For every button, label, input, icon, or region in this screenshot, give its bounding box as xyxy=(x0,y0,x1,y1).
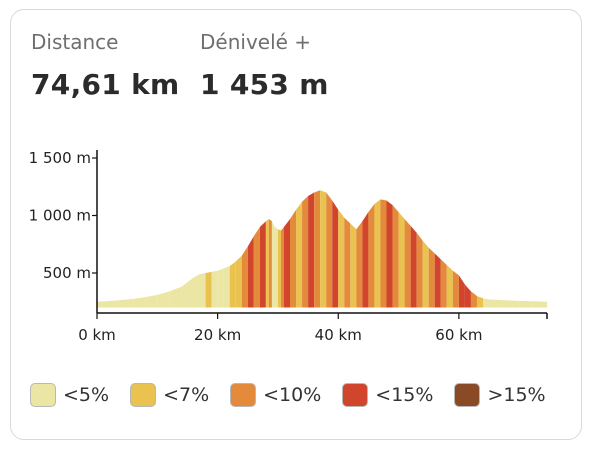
profile-segment xyxy=(410,225,417,308)
profile-segment xyxy=(97,300,116,308)
profile-segment xyxy=(483,298,490,308)
distance-stat: Distance 74,61 km xyxy=(31,30,180,101)
profile-segment xyxy=(428,247,435,308)
legend-item: <15% xyxy=(342,383,433,407)
profile-segment xyxy=(265,218,269,308)
profile-segment xyxy=(133,297,146,308)
legend-label: <15% xyxy=(375,384,434,406)
profile-segment xyxy=(211,270,218,308)
legend-label: <7% xyxy=(163,384,210,406)
legend-swatch xyxy=(30,383,56,407)
profile-segment xyxy=(157,291,170,308)
profile-segment xyxy=(280,227,284,308)
profile-segment xyxy=(338,209,345,308)
x-tick-label: 40 km xyxy=(315,326,362,344)
profile-segment xyxy=(217,268,224,308)
slope-legend: <5% <7% <10% <15% >15% xyxy=(30,383,567,407)
chart-axes: 500 m 1 000 m 1 500 m 0 km 20 km 40 km 60 km xyxy=(29,149,548,344)
profile-segment xyxy=(434,253,441,308)
profile-segment xyxy=(199,273,206,308)
profile-segment xyxy=(314,190,321,308)
elevation-gain-stat: Dénivelé + 1 453 m xyxy=(200,30,329,101)
profile-segment xyxy=(470,291,477,308)
profile-segment xyxy=(452,270,459,308)
profile-segment xyxy=(320,190,327,308)
x-tick-label: 60 km xyxy=(435,326,482,344)
legend-swatch xyxy=(230,383,257,407)
y-tick-label: 1 000 m xyxy=(29,207,91,225)
profile-segment xyxy=(296,201,303,308)
profile-segment xyxy=(380,199,387,308)
profile-segment xyxy=(115,298,134,308)
y-tick-label: 500 m xyxy=(43,264,91,282)
profile-segment xyxy=(398,212,405,308)
profile-segment xyxy=(268,218,272,308)
profile-segment xyxy=(458,275,465,308)
profile-segment xyxy=(223,266,230,308)
legend-item: >15% xyxy=(454,383,546,407)
profile-segment xyxy=(392,205,399,308)
profile-segment xyxy=(274,227,278,308)
profile-segment xyxy=(181,282,188,308)
profile-segment xyxy=(193,274,200,308)
profile-segment xyxy=(169,286,182,308)
elevation-gain-value: 1 453 m xyxy=(200,68,329,101)
legend-label: >15% xyxy=(487,384,546,406)
legend-swatch xyxy=(342,383,369,407)
profile-segment xyxy=(476,296,484,308)
legend-label: <10% xyxy=(263,384,322,406)
profile-segment xyxy=(259,221,266,308)
legend-item: <10% xyxy=(230,383,321,407)
y-tick-label: 1 500 m xyxy=(29,149,91,167)
profile-segment xyxy=(422,240,429,308)
profile-segment xyxy=(531,301,547,308)
profile-segment xyxy=(489,299,502,308)
profile-segment xyxy=(416,232,423,308)
profile-segment xyxy=(350,223,357,308)
profile-segment xyxy=(290,209,297,308)
profile-segment xyxy=(332,200,339,308)
profile-segment xyxy=(326,192,333,308)
profile-segment xyxy=(277,229,281,308)
profile-segment xyxy=(440,259,447,308)
legend-label: <5% xyxy=(63,384,110,406)
x-tick-label: 0 km xyxy=(78,326,116,344)
elevation-gain-label: Dénivelé + xyxy=(200,30,312,54)
profile-segment xyxy=(302,195,309,308)
legend-swatch xyxy=(130,383,157,407)
profile-segment xyxy=(229,261,236,308)
profile-segment xyxy=(308,192,315,308)
profile-segment xyxy=(145,294,158,308)
profile-segment xyxy=(356,221,363,308)
profile-segment xyxy=(368,204,375,308)
profile-segment xyxy=(501,300,520,308)
profile-segment xyxy=(187,277,194,308)
profile-segment xyxy=(404,218,411,308)
profile-segment xyxy=(344,217,351,308)
profile-segment xyxy=(271,221,275,308)
profile-segment xyxy=(362,212,369,308)
profile-segment xyxy=(464,284,471,308)
x-tick-label: 20 km xyxy=(194,326,241,344)
profile-segment xyxy=(241,246,248,308)
profile-segment xyxy=(386,200,393,308)
profile-segment xyxy=(247,236,254,308)
legend-item: <7% xyxy=(130,383,209,407)
profile-segment xyxy=(374,199,381,308)
profile-segment xyxy=(446,264,453,308)
distance-label: Distance xyxy=(31,30,119,54)
profile-segment xyxy=(205,271,212,308)
profile-area xyxy=(97,190,547,308)
profile-segment xyxy=(283,218,291,308)
legend-item: <5% xyxy=(30,383,109,407)
profile-segment xyxy=(253,227,260,308)
distance-value: 74,61 km xyxy=(31,68,180,101)
legend-swatch xyxy=(454,383,481,407)
profile-segment xyxy=(519,300,532,308)
profile-segment xyxy=(235,255,242,308)
